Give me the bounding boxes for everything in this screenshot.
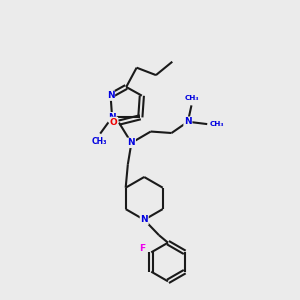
- Text: CH₃: CH₃: [209, 121, 224, 127]
- Text: CH₃: CH₃: [184, 95, 199, 101]
- Text: N: N: [107, 91, 114, 100]
- Text: N: N: [140, 215, 148, 224]
- Text: CH₃: CH₃: [92, 137, 107, 146]
- Text: N: N: [108, 113, 116, 122]
- Text: F: F: [139, 244, 146, 253]
- Text: N: N: [184, 117, 192, 126]
- Text: O: O: [110, 118, 118, 127]
- Text: N: N: [128, 138, 135, 147]
